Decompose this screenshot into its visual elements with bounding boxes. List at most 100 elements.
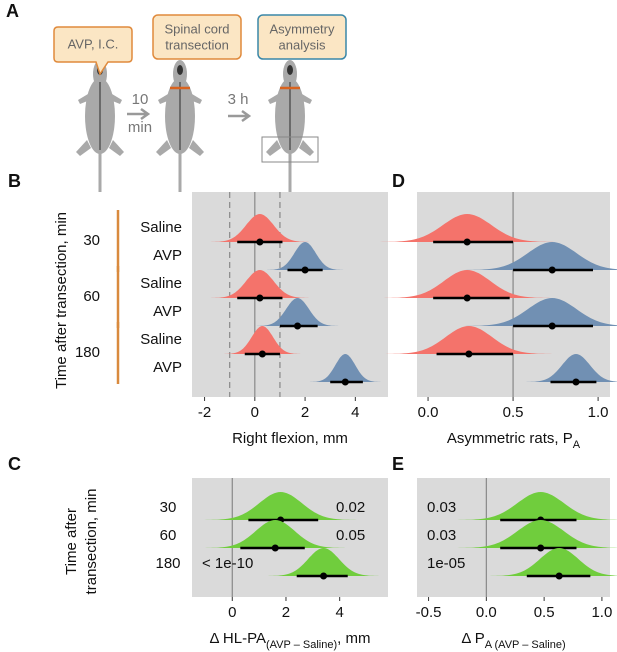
- point-estimate: [537, 544, 545, 552]
- x-axis-label-part: Right flexion, mm: [232, 430, 348, 447]
- group-label: 30: [83, 232, 100, 249]
- point-estimate: [548, 266, 556, 274]
- density: [197, 520, 354, 548]
- point-estimate: [301, 266, 309, 274]
- row-label: AVP: [153, 359, 182, 376]
- x-tick-label: 2: [301, 404, 309, 421]
- density: [482, 548, 617, 576]
- x-tick-label: 1.0: [591, 604, 612, 621]
- annotation: 0.02: [336, 499, 365, 516]
- point-estimate: [294, 322, 302, 330]
- point-estimate: [463, 294, 471, 302]
- arrow-text: min: [128, 119, 152, 136]
- density: [305, 354, 385, 382]
- point-estimate: [548, 322, 556, 330]
- rat: [264, 58, 316, 194]
- x-tick-label: 0.0: [476, 604, 497, 621]
- row-label: 180: [155, 555, 180, 572]
- density: [374, 270, 560, 298]
- point-estimate: [572, 378, 580, 386]
- arrow: [127, 107, 151, 121]
- row-label: Saline: [140, 331, 182, 348]
- x-axis-label: Δ HL-PA(AVP – Saline), mm: [210, 630, 371, 651]
- box-text: Asymmetry: [270, 21, 336, 36]
- x-axis-label-part: , mm: [337, 630, 370, 647]
- arrow: [228, 109, 252, 123]
- density: [219, 326, 305, 354]
- annotation: 0.03: [427, 499, 456, 516]
- panel-a: A AVP, I.C. Spinal cord transection Asym…: [6, 1, 347, 194]
- arrow-text: 10: [132, 91, 149, 108]
- x-tick-label: 0.5: [534, 604, 555, 621]
- x-tick-label: 1.0: [588, 404, 609, 421]
- rat: [74, 58, 126, 194]
- x-tick-label: 0: [251, 404, 259, 421]
- rat: [154, 58, 206, 194]
- x-tick-label: 0.0: [418, 404, 439, 421]
- density: [520, 354, 617, 382]
- x-axis-label-part: A: [573, 439, 581, 451]
- x-axis-label-part: Asymmetric rats, P: [447, 430, 573, 447]
- arrow-text: 3 h: [228, 91, 249, 108]
- y-axis-label: Time after transection, min: [53, 212, 70, 389]
- density: [205, 270, 315, 298]
- point-estimate: [258, 350, 266, 358]
- density: [370, 214, 564, 242]
- panel-letter: A: [6, 1, 19, 21]
- box-text: analysis: [279, 37, 326, 52]
- row-label: AVP: [153, 303, 182, 320]
- x-tick-label: 2: [282, 604, 290, 621]
- annotation: < 1e-10: [202, 555, 253, 572]
- x-axis-label: Asymmetric rats, PA: [447, 430, 581, 451]
- x-axis-label: Δ PA (AVP – Saline): [461, 630, 565, 651]
- density: [196, 492, 366, 520]
- step-box: Asymmetry analysis: [257, 14, 347, 60]
- step-box: AVP, I.C.: [53, 26, 133, 76]
- box-text: AVP, I.C.: [68, 36, 119, 51]
- y-axis-label: Time after: [63, 508, 80, 575]
- group-label: 60: [83, 288, 100, 305]
- density: [376, 326, 562, 354]
- panel-letter: E: [392, 454, 404, 474]
- x-axis-label: Right flexion, mm: [232, 430, 348, 447]
- row-label: Saline: [140, 219, 182, 236]
- x-tick-label: 0: [228, 604, 236, 621]
- panel-letter: B: [8, 171, 21, 191]
- density: [262, 242, 348, 270]
- density: [205, 214, 315, 242]
- point-estimate: [271, 544, 279, 552]
- annotation: 0.03: [427, 527, 456, 544]
- row-label: Saline: [140, 275, 182, 292]
- x-tick-label: 0.5: [503, 404, 524, 421]
- x-tick-label: 4: [351, 404, 359, 421]
- density: [455, 242, 617, 270]
- annotation: 1e-05: [427, 555, 465, 572]
- analysis-region: [261, 136, 319, 163]
- point-estimate: [555, 572, 563, 580]
- row-label: 60: [160, 527, 177, 544]
- density: [455, 298, 617, 326]
- box-text: transection: [165, 37, 229, 52]
- density: [448, 492, 617, 520]
- x-axis-label-part: A (AVP – Saline): [485, 639, 566, 651]
- point-estimate: [320, 572, 328, 580]
- panel-letter: C: [8, 454, 21, 474]
- panel-letter: D: [392, 171, 405, 191]
- density: [251, 298, 344, 326]
- y-axis-label: transection, min: [83, 489, 100, 595]
- plot-area: [192, 192, 388, 397]
- x-tick-label: -0.5: [416, 604, 442, 621]
- point-estimate: [463, 238, 471, 246]
- annotation: 0.05: [336, 527, 365, 544]
- density: [261, 548, 386, 576]
- point-estimate: [256, 294, 264, 302]
- x-axis-label-part: Δ P: [461, 630, 484, 647]
- x-tick-label: 4: [335, 604, 343, 621]
- density: [448, 520, 617, 548]
- row-label: AVP: [153, 247, 182, 264]
- step-box: Spinal cord transection: [152, 14, 242, 60]
- row-label: 30: [160, 499, 177, 516]
- x-tick-label: -2: [198, 404, 211, 421]
- point-estimate: [256, 238, 264, 246]
